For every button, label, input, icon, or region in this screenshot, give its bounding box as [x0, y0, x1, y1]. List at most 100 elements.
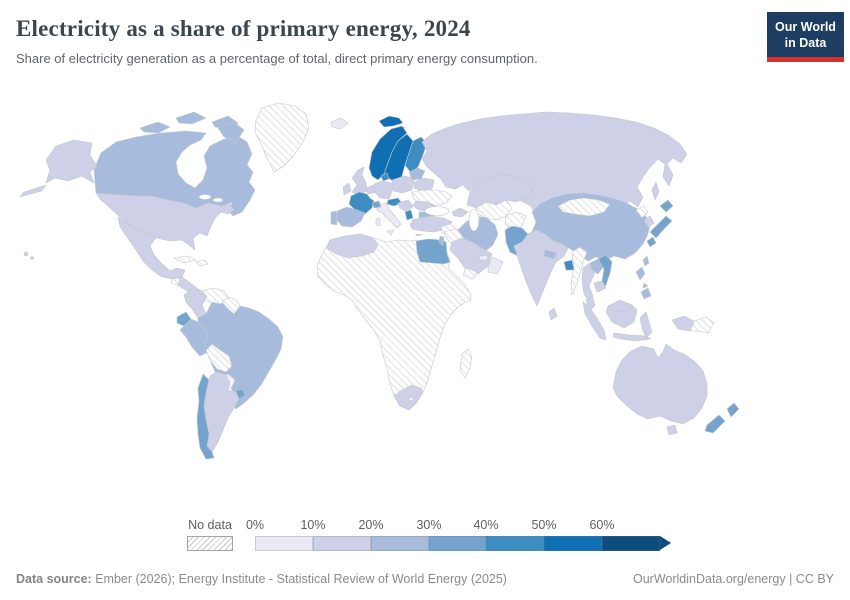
owid-logo[interactable]: Our World in Data [767, 12, 844, 62]
country-united-kingdom[interactable] [351, 166, 368, 196]
region-western-balkans[interactable] [397, 199, 414, 213]
legend-bin-1[interactable] [312, 536, 371, 551]
island-sulawesi[interactable] [639, 311, 653, 339]
country-spain[interactable] [335, 206, 366, 228]
islands-svalbard[interactable] [378, 115, 404, 128]
country-cuba[interactable] [173, 255, 197, 264]
country-greenland[interactable] [254, 102, 310, 173]
country-new-zealand-south[interactable] [704, 414, 726, 434]
country-japan-hokkaido[interactable] [659, 199, 674, 213]
island-sakhalin[interactable] [651, 181, 660, 201]
country-vietnam[interactable] [597, 254, 613, 293]
country-guatemala[interactable] [170, 277, 181, 286]
region-baltics[interactable] [408, 167, 426, 181]
legend-bin-2[interactable] [370, 536, 429, 551]
great-lakes [212, 197, 224, 203]
country-sri-lanka[interactable] [548, 307, 558, 321]
island-sumatra[interactable] [582, 301, 607, 341]
country-canada-island[interactable] [139, 121, 171, 134]
country-japan-kyushu[interactable] [646, 236, 657, 248]
islands-hawaii[interactable] [30, 256, 34, 260]
country-sweden[interactable] [383, 133, 414, 185]
country-germany[interactable] [373, 180, 393, 200]
country-usa-aleutians[interactable] [19, 184, 47, 198]
region-caucasus[interactable] [451, 207, 469, 218]
country-venezuela[interactable] [201, 287, 229, 305]
page-title: Electricity as a share of primary energy… [16, 16, 471, 41]
license-link[interactable]: OurWorldinData.org/energy | CC BY [632, 572, 834, 586]
legend-tick-10: 10% [300, 518, 326, 532]
country-afghanistan[interactable] [504, 211, 527, 231]
island-crete[interactable] [415, 233, 424, 237]
island-java[interactable] [612, 332, 652, 342]
island-mindanao[interactable] [640, 287, 652, 300]
country-canada-island[interactable] [217, 121, 245, 143]
country-south-korea[interactable] [643, 215, 655, 228]
great-lakes [198, 194, 212, 200]
legend-no-data-swatch[interactable] [187, 536, 233, 551]
country-italy[interactable] [376, 202, 402, 229]
country-mexico[interactable] [117, 216, 186, 280]
country-cambodia[interactable] [593, 280, 607, 293]
island-tasmania[interactable] [666, 424, 678, 436]
country-mongolia[interactable] [557, 197, 611, 217]
island-visayas[interactable] [642, 282, 649, 289]
country-bangladesh[interactable] [563, 259, 575, 271]
country-papua-new-guinea[interactable] [689, 316, 715, 334]
chart-subtitle: Share of electricity generation as a per… [16, 51, 538, 66]
island-sicily[interactable] [386, 229, 395, 236]
country-yemen[interactable] [462, 267, 478, 280]
country-portugal[interactable] [330, 210, 338, 226]
island-sardinia[interactable] [375, 217, 381, 227]
data-source-note: Data source: Ember (2026); Energy Instit… [16, 572, 507, 586]
legend-bin-5[interactable] [544, 536, 603, 551]
region-central-asia[interactable] [475, 199, 513, 221]
region-maghreb[interactable] [326, 233, 379, 259]
country-usa-alaska[interactable] [45, 139, 98, 184]
chart-footer: Data source: Ember (2026); Energy Instit… [16, 572, 834, 586]
country-myanmar[interactable] [570, 246, 588, 296]
country-iceland[interactable] [330, 117, 349, 130]
legend-arrow-cap [660, 536, 671, 550]
island-luzon[interactable] [635, 266, 646, 281]
legend-tick-20: 20% [358, 518, 384, 532]
country-oman[interactable] [487, 256, 504, 275]
island-hispaniola[interactable] [195, 259, 209, 267]
country-chile[interactable] [196, 373, 215, 460]
country-denmark[interactable] [380, 172, 390, 182]
region-guyanas[interactable] [221, 296, 241, 315]
country-taiwan[interactable] [642, 255, 650, 267]
region-central-europe[interactable] [391, 175, 415, 194]
country-new-zealand-north[interactable] [726, 402, 740, 418]
legend-bin-3[interactable] [428, 536, 487, 551]
country-madagascar[interactable] [459, 348, 473, 379]
country-uae[interactable] [478, 254, 489, 261]
country-russia[interactable] [421, 111, 688, 214]
country-bolivia[interactable] [205, 343, 233, 373]
country-japan-honshu[interactable] [649, 215, 673, 239]
country-colombia[interactable] [183, 288, 208, 319]
country-south-africa[interactable] [393, 384, 424, 411]
black-sea [424, 206, 450, 216]
legend-bin-6[interactable] [602, 536, 661, 551]
region-albania-montenegro[interactable] [404, 209, 414, 221]
legend-bin-0[interactable] [255, 536, 313, 551]
country-egypt[interactable] [415, 238, 451, 265]
country-switzerland[interactable] [371, 200, 382, 209]
region-benelux[interactable] [365, 184, 376, 195]
world-choropleth-map[interactable] [0, 85, 850, 505]
map-legend: No data 0% 10% 20% 30% 40% 50% 60% [0, 515, 850, 555]
island-borneo-indonesia[interactable] [605, 304, 638, 329]
country-australia[interactable] [612, 343, 708, 425]
country-canada-island[interactable] [175, 111, 207, 125]
country-north-korea[interactable] [635, 205, 649, 219]
country-israel[interactable] [438, 235, 445, 247]
country-nepal[interactable] [543, 249, 558, 260]
country-ireland[interactable] [342, 182, 352, 196]
country-peru[interactable] [179, 318, 209, 357]
legend-bin-4[interactable] [486, 536, 545, 551]
data-source-text: Ember (2026); Energy Institute - Statist… [91, 572, 507, 586]
country-belarus[interactable] [413, 177, 435, 192]
islands-hawaii[interactable] [23, 251, 29, 257]
legend-color-bar[interactable] [255, 536, 661, 551]
